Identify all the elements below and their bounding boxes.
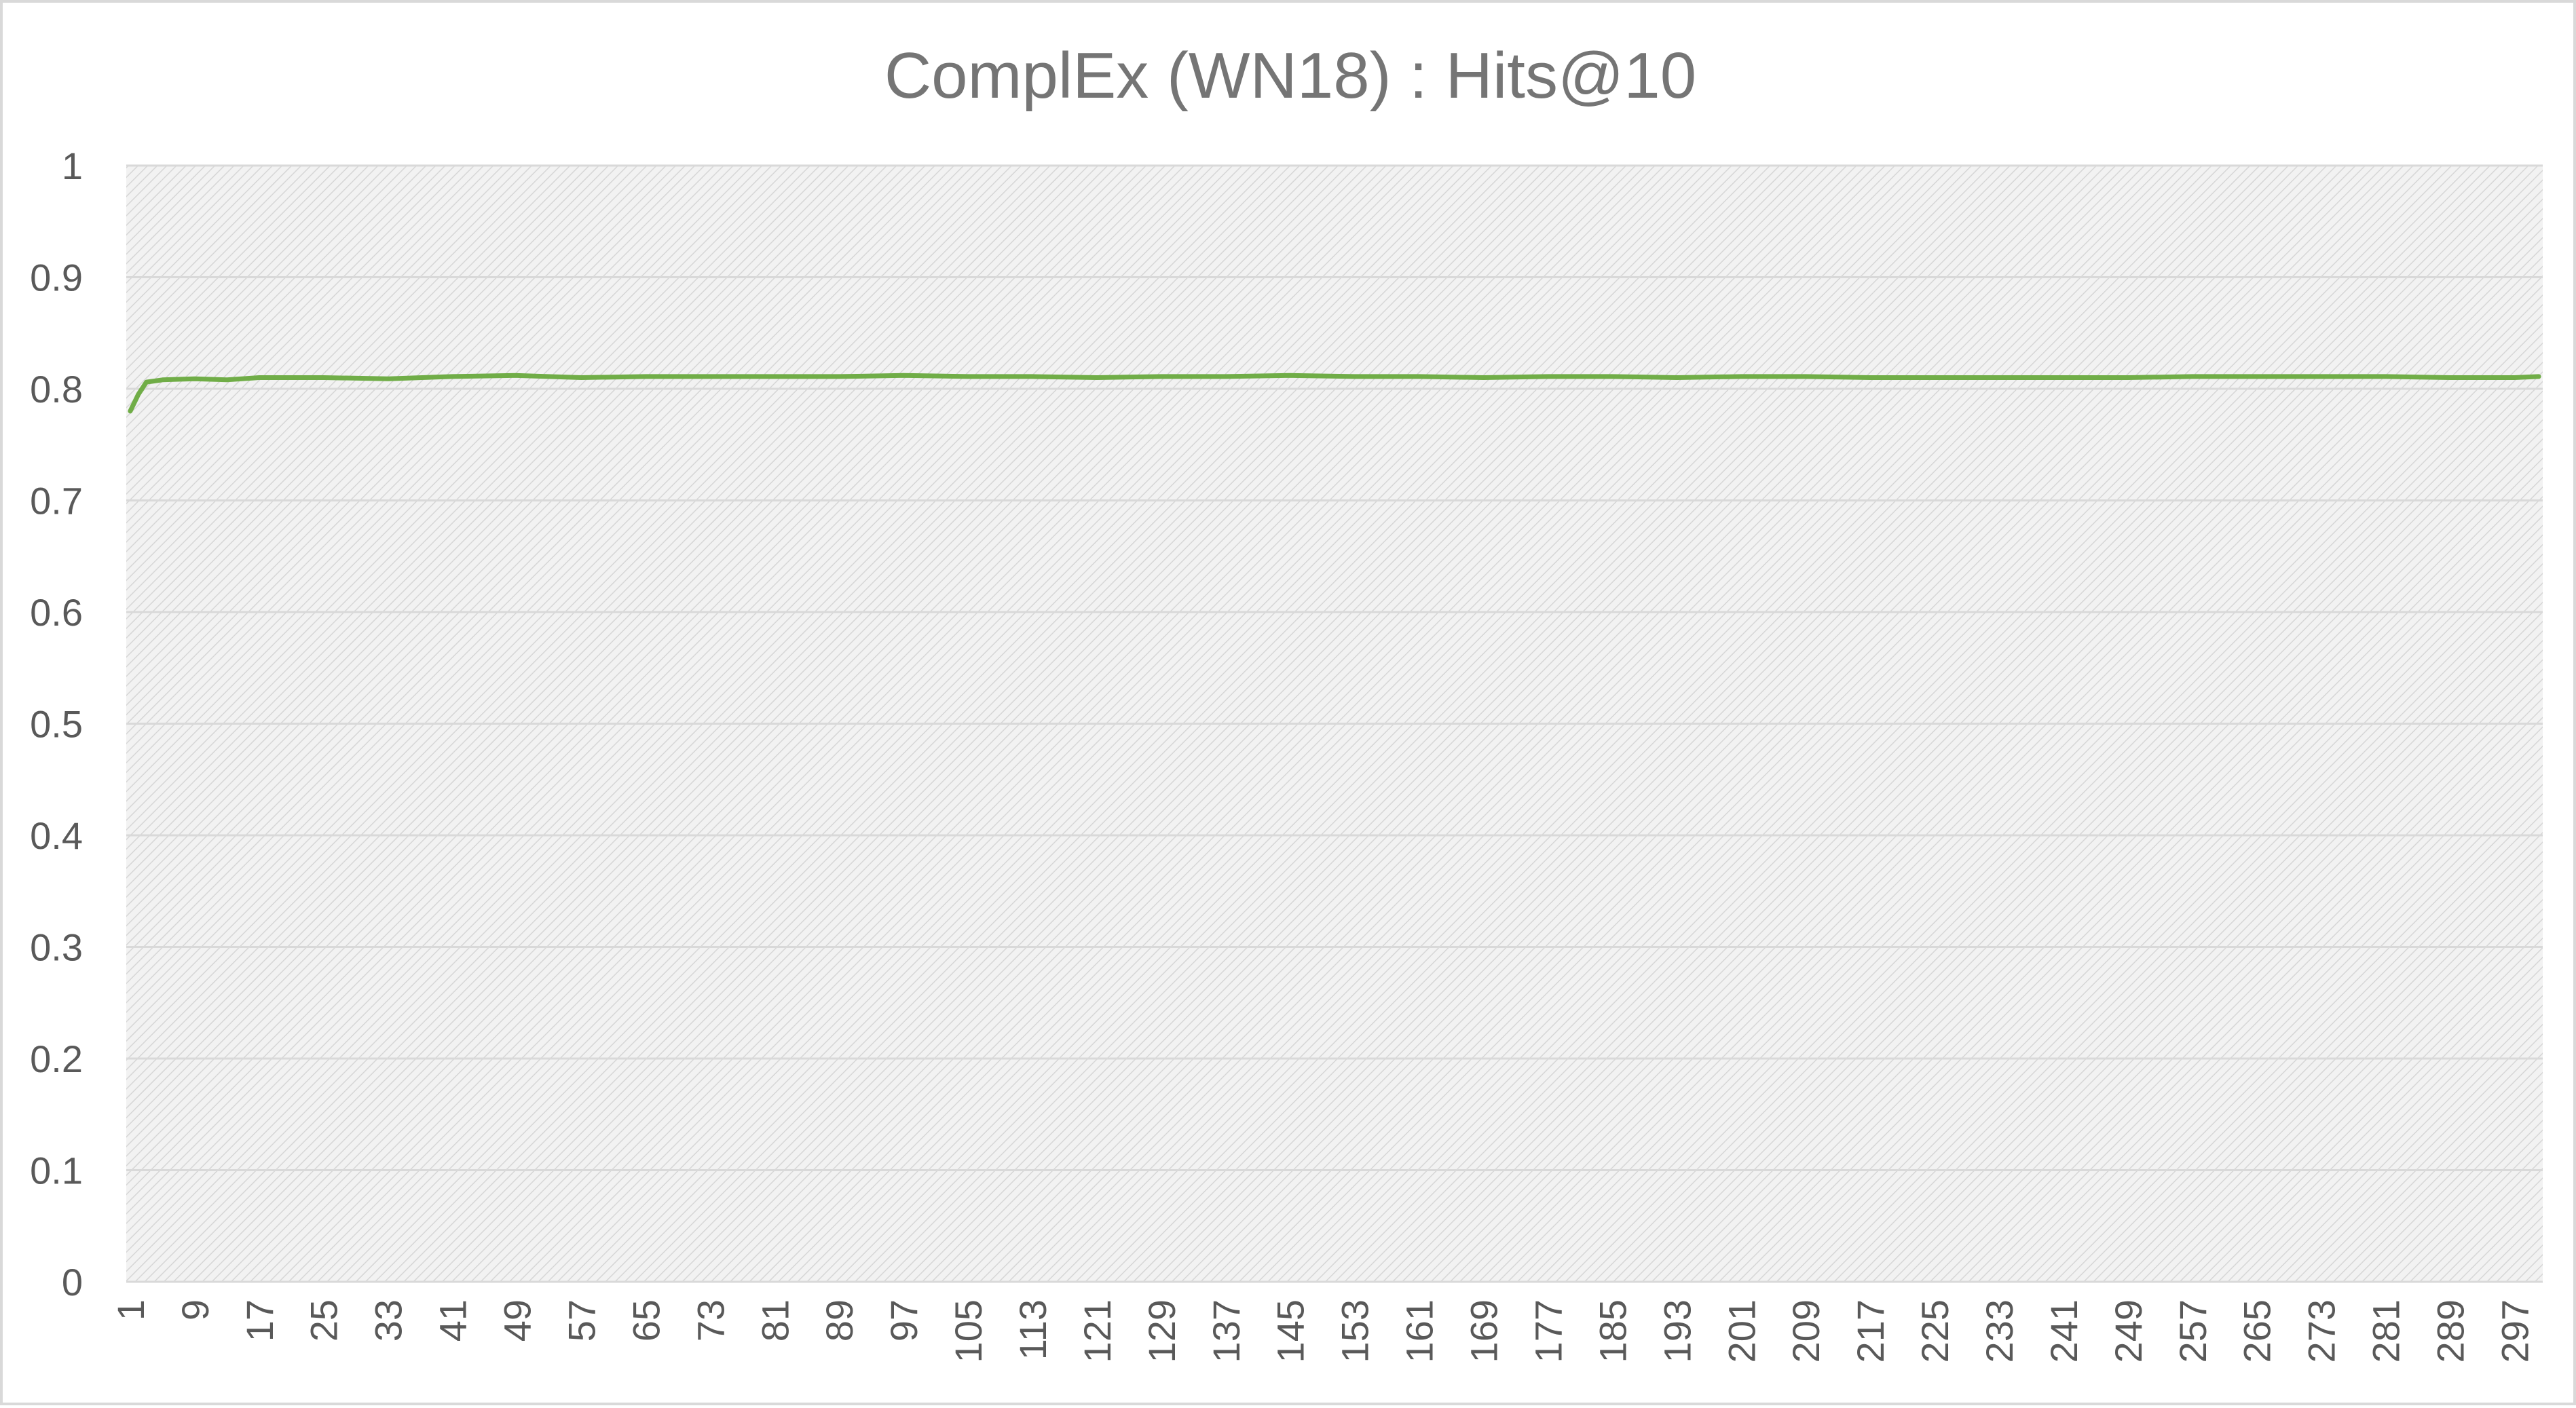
x-tick-label: 201: [1720, 1299, 1763, 1363]
x-tick-label: 241: [2042, 1299, 2085, 1363]
x-tick-label: 161: [1398, 1299, 1441, 1363]
y-axis-ticks: 0 0.1 0.2 0.3 0.4 0.5 0.6 0.7 0.8 0.9 1: [30, 145, 83, 1304]
x-tick-label: 273: [2300, 1299, 2343, 1363]
x-tick-label: 257: [2171, 1299, 2214, 1363]
x-tick-label: 217: [1849, 1299, 1892, 1363]
x-tick-label: 105: [947, 1299, 990, 1363]
x-tick-label: 225: [1914, 1299, 1956, 1363]
y-tick-label: 0.1: [30, 1149, 83, 1192]
y-tick-label: 0.2: [30, 1038, 83, 1080]
x-tick-label: 73: [689, 1299, 732, 1342]
x-tick-label: 81: [753, 1299, 796, 1342]
x-tick-label: 297: [2493, 1299, 2536, 1363]
x-tick-label: 209: [1785, 1299, 1827, 1363]
x-tick-label: 185: [1591, 1299, 1634, 1363]
y-tick-label: 0.8: [30, 368, 83, 411]
chart-title: ComplEx (WN18) : Hits@10: [884, 39, 1696, 112]
series-line: [128, 373, 2541, 414]
x-tick-label: 177: [1527, 1299, 1569, 1363]
x-tick-label: 233: [1978, 1299, 2021, 1363]
y-tick-label: 0: [62, 1261, 83, 1304]
x-tick-label: 169: [1463, 1299, 1506, 1363]
gridlines: [126, 164, 2543, 1283]
x-tick-label: 49: [496, 1299, 539, 1342]
y-tick-label: 0.3: [30, 926, 83, 969]
x-tick-label: 145: [1269, 1299, 1312, 1363]
x-tick-label: 41: [432, 1299, 474, 1342]
x-tick-label: 89: [818, 1299, 861, 1342]
x-axis-ticks: 1 9 17 25 33 41 49 57 65 73 81 89 97 105 113 121 129 137 1…: [109, 1299, 2537, 1363]
x-tick-label: 33: [367, 1299, 410, 1342]
x-tick-label: 65: [624, 1299, 667, 1342]
x-tick-label: 121: [1076, 1299, 1119, 1363]
x-tick-label: 265: [2236, 1299, 2279, 1363]
x-tick-label: 289: [2429, 1299, 2472, 1363]
y-tick-label: 0.6: [30, 591, 83, 634]
y-tick-label: 0.5: [30, 703, 83, 746]
x-tick-label: 9: [174, 1299, 217, 1320]
y-tick-label: 0.7: [30, 480, 83, 522]
series-group: [128, 373, 2541, 414]
x-tick-label: 281: [2365, 1299, 2408, 1363]
y-tick-label: 0.9: [30, 256, 83, 299]
x-tick-label: 129: [1140, 1299, 1183, 1363]
y-tick-label: 1: [62, 145, 83, 187]
x-tick-label: 57: [560, 1299, 603, 1342]
y-tick-label: 0.4: [30, 814, 83, 857]
x-tick-label: 113: [1011, 1299, 1054, 1360]
x-tick-label: 25: [303, 1299, 346, 1342]
x-tick-label: 1: [109, 1299, 152, 1320]
line-chart: ComplEx (WN18) : Hits@10 0 0.1 0.2 0.3 0.4 0.…: [30, 39, 2543, 1363]
x-tick-label: 193: [1656, 1299, 1698, 1363]
x-tick-label: 249: [2107, 1299, 2150, 1363]
x-tick-label: 153: [1334, 1299, 1377, 1363]
x-tick-label: 137: [1205, 1299, 1248, 1363]
x-tick-label: 17: [238, 1299, 281, 1342]
x-tick-label: 97: [882, 1299, 925, 1342]
